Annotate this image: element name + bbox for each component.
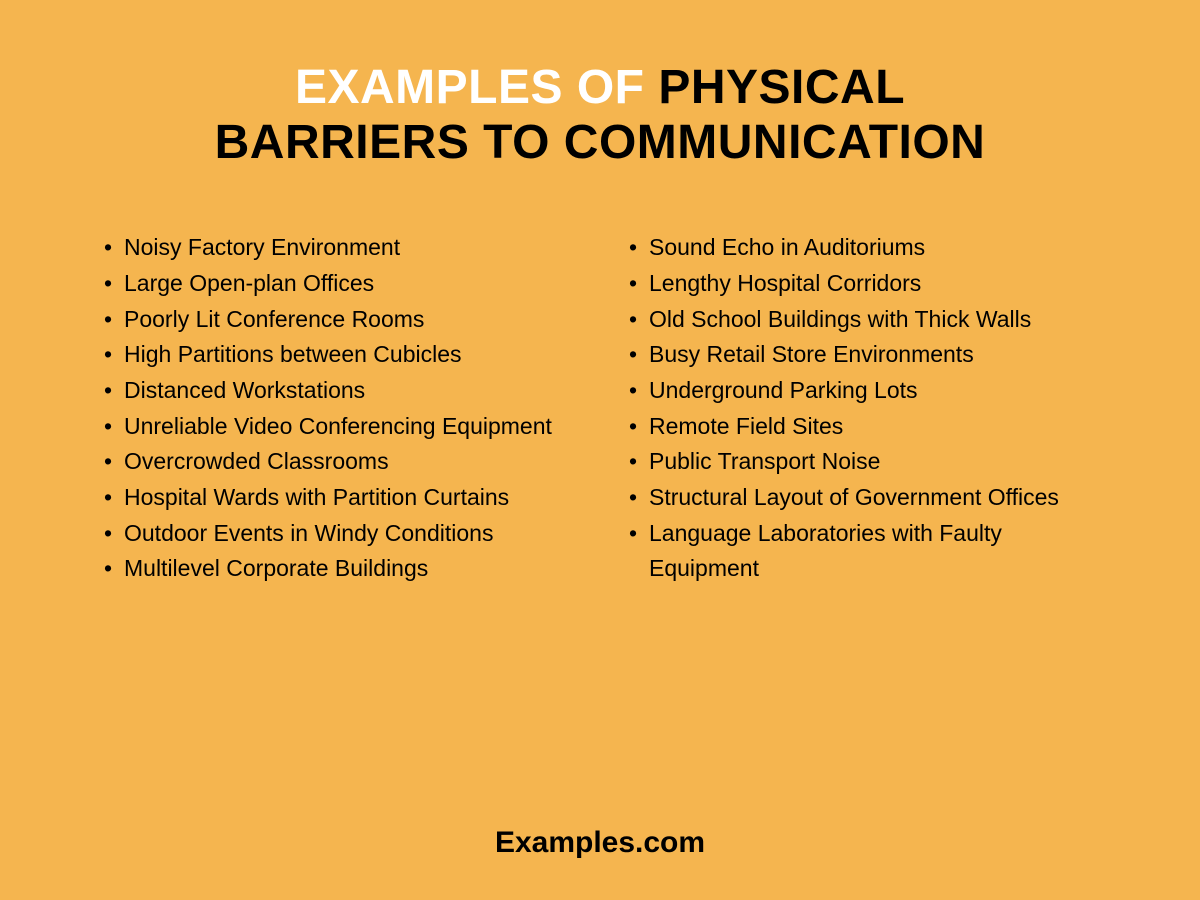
list-item: Remote Field Sites	[625, 409, 1100, 445]
list-item: Lengthy Hospital Corridors	[625, 266, 1100, 302]
list-item: Underground Parking Lots	[625, 373, 1100, 409]
title-part-black-1: PHYSICAL	[658, 61, 905, 114]
list-item: Public Transport Noise	[625, 444, 1100, 480]
list-item: Large Open-plan Offices	[100, 266, 575, 302]
title-container: EXAMPLES OF PHYSICAL BARRIERS TO COMMUNI…	[70, 60, 1130, 170]
list-item: Overcrowded Classrooms	[100, 444, 575, 480]
columns-container: Noisy Factory Environment Large Open-pla…	[70, 230, 1130, 796]
title-part-black-2: BARRIERS TO COMMUNICATION	[215, 116, 986, 169]
list-item: High Partitions between Cubicles	[100, 337, 575, 373]
page-title: EXAMPLES OF PHYSICAL BARRIERS TO COMMUNI…	[70, 60, 1130, 170]
list-item: Unreliable Video Conferencing Equipment	[100, 409, 575, 445]
list-item: Multilevel Corporate Buildings	[100, 551, 575, 587]
list-item: Hospital Wards with Partition Curtains	[100, 480, 575, 516]
right-list: Sound Echo in Auditoriums Lengthy Hospit…	[625, 230, 1100, 586]
list-item: Noisy Factory Environment	[100, 230, 575, 266]
list-item: Distanced Workstations	[100, 373, 575, 409]
list-item: Sound Echo in Auditoriums	[625, 230, 1100, 266]
title-part-white: EXAMPLES OF	[295, 61, 645, 114]
footer: Examples.com	[70, 826, 1130, 860]
list-item: Busy Retail Store Environments	[625, 337, 1100, 373]
left-column: Noisy Factory Environment Large Open-pla…	[100, 230, 575, 796]
left-list: Noisy Factory Environment Large Open-pla…	[100, 230, 575, 586]
right-column: Sound Echo in Auditoriums Lengthy Hospit…	[625, 230, 1100, 796]
list-item: Poorly Lit Conference Rooms	[100, 302, 575, 338]
list-item: Structural Layout of Government Offices	[625, 480, 1100, 516]
list-item: Old School Buildings with Thick Walls	[625, 302, 1100, 338]
list-item: Language Laboratories with Faulty Equipm…	[625, 516, 1100, 587]
footer-brand: Examples.com	[70, 826, 1130, 860]
list-item: Outdoor Events in Windy Conditions	[100, 516, 575, 552]
